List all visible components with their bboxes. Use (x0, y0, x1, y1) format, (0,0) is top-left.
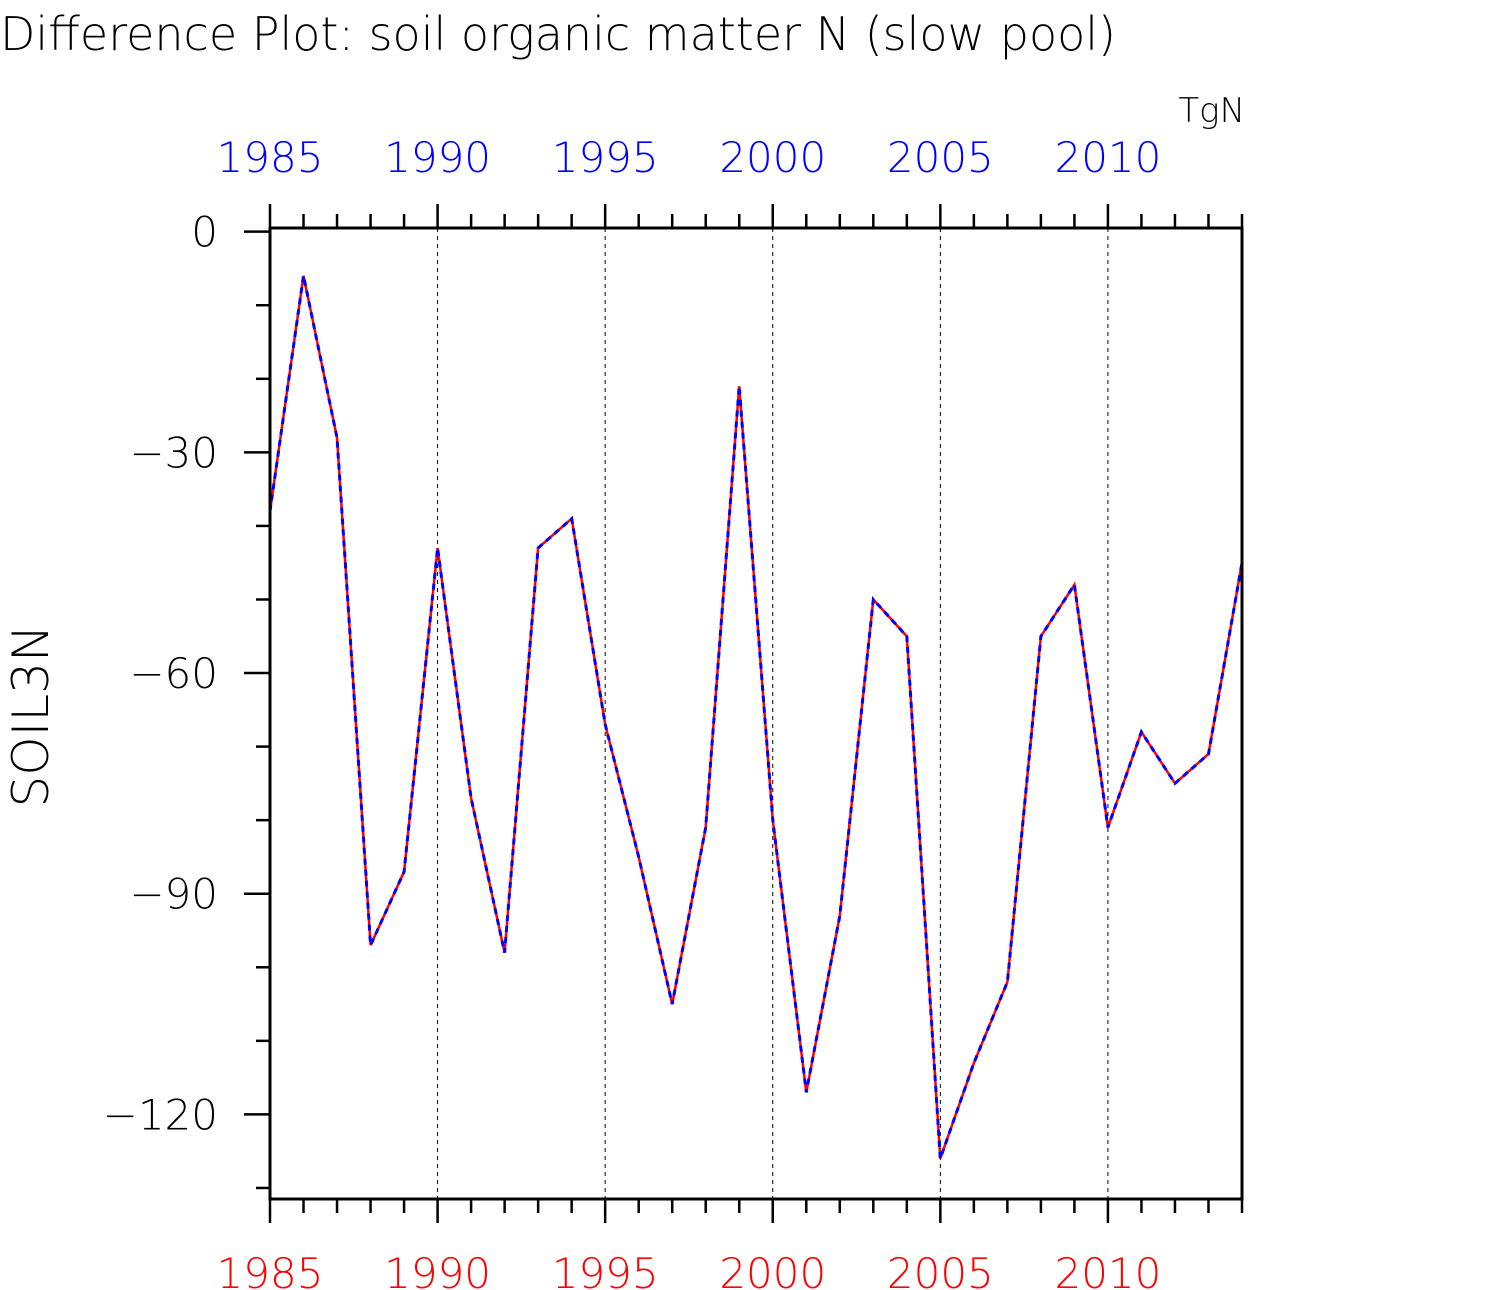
x-tick-label-bottom-2005: 2005 (887, 1249, 994, 1290)
y-tick-label--90: −90 (129, 870, 218, 919)
y-axis-label: SOIL3N (2, 625, 60, 808)
units-label: TgN (1178, 91, 1245, 131)
series-group (268, 275, 1244, 1159)
y-tick-label-0: 0 (191, 208, 218, 257)
chart-title: Difference Plot: soil organic matter N (… (0, 7, 1116, 61)
x-tick-label-bottom-2010: 2010 (1054, 1249, 1161, 1290)
y-tick-label--120: −120 (103, 1090, 218, 1139)
x-tick-label-bottom-1985: 1985 (217, 1249, 324, 1290)
y-tick-label--60: −60 (129, 649, 218, 698)
x-tick-label-top-2000: 2000 (719, 133, 826, 182)
x-tick-label-top-1995: 1995 (552, 133, 659, 182)
x-tick-label-top-2010: 2010 (1054, 133, 1161, 182)
x-tick-label-top-1990: 1990 (384, 133, 491, 182)
grid (437, 228, 1109, 1199)
y-tick-label--30: −30 (129, 428, 218, 477)
series-line-2 (268, 275, 1244, 1159)
x-tick-label-top-1985: 1985 (217, 133, 324, 182)
x-tick-label-bottom-2000: 2000 (719, 1249, 826, 1290)
plot-frame (268, 226, 1244, 1201)
x-tick-label-top-2005: 2005 (887, 133, 994, 182)
tick-labels: 1985 1985 1990 1990 1995 1995 2000 2000 2005 2005… (103, 133, 1162, 1290)
x-tick-label-bottom-1995: 1995 (552, 1249, 659, 1290)
x-tick-label-bottom-1990: 1990 (384, 1249, 491, 1290)
axes (244, 204, 1244, 1223)
series-line-1 (268, 275, 1244, 1159)
